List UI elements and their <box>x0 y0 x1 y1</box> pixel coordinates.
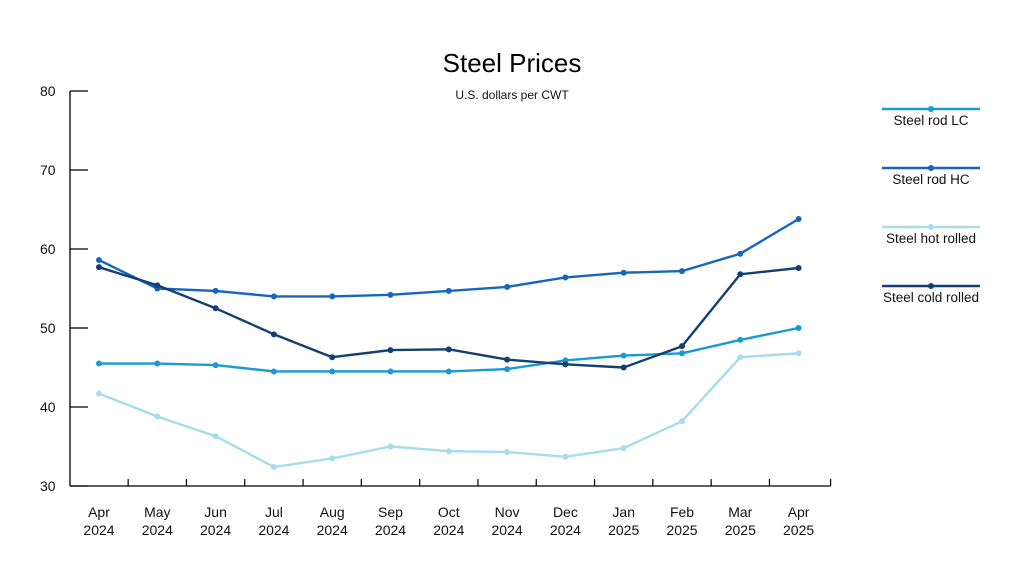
data-point <box>329 354 336 361</box>
data-point <box>96 257 102 264</box>
chart-title: Steel Prices <box>443 48 582 78</box>
data-point <box>679 350 685 357</box>
data-point <box>795 350 802 357</box>
legend-item: Steel rod HC <box>882 165 980 187</box>
data-point <box>504 356 511 363</box>
y-tick-label: 80 <box>40 83 56 99</box>
y-tick-label: 60 <box>40 241 56 257</box>
series-steel-rod-hc <box>96 215 802 300</box>
x-tick-label: Jul 2024 <box>258 504 289 538</box>
series-steel-cold-rolled <box>96 264 802 371</box>
x-tick-label: Mar 2025 <box>725 504 756 538</box>
legend-label: Steel hot rolled <box>886 231 976 246</box>
data-point <box>620 364 627 371</box>
legend: Steel rod LC Steel rod HC Steel hot rolled… <box>882 106 980 305</box>
data-point <box>445 448 452 455</box>
data-point <box>387 347 394 354</box>
legend-swatch-marker <box>928 224 934 230</box>
data-point <box>96 390 102 397</box>
data-point <box>795 264 802 271</box>
data-point <box>329 455 336 462</box>
data-point <box>96 264 102 271</box>
x-tick-label: Jan 2025 <box>608 504 639 538</box>
data-point <box>737 250 744 257</box>
data-point <box>154 413 161 420</box>
legend-item: Steel rod LC <box>882 106 980 128</box>
data-point <box>562 274 569 281</box>
x-tick-label: Apr 2024 <box>83 504 114 538</box>
data-point <box>270 464 277 471</box>
x-tick-label: Jun 2024 <box>200 504 231 538</box>
data-point <box>212 433 219 440</box>
y-tick-label: 30 <box>40 478 56 494</box>
x-tick-label: Dec 2024 <box>550 504 581 538</box>
data-point <box>387 291 394 298</box>
data-point <box>329 293 336 300</box>
data-point <box>504 449 511 456</box>
series-layer <box>96 215 802 471</box>
data-point <box>737 336 744 343</box>
data-point <box>620 445 627 452</box>
data-point <box>154 360 161 367</box>
data-point <box>679 418 685 425</box>
series-steel-rod-lc <box>96 325 802 375</box>
data-point <box>620 269 627 276</box>
legend-swatch-marker <box>928 106 934 112</box>
x-tick-label: May 2024 <box>142 504 173 538</box>
chart-subtitle: U.S. dollars per CWT <box>455 88 569 102</box>
data-point <box>270 293 277 300</box>
data-point <box>445 368 452 375</box>
y-tick-label: 40 <box>40 399 56 415</box>
legend-label: Steel rod LC <box>893 113 968 128</box>
series-steel-hot-rolled <box>96 350 802 471</box>
data-point <box>270 331 277 338</box>
x-tick-label: Oct 2024 <box>433 504 464 538</box>
data-point <box>562 361 569 368</box>
series-line <box>97 217 800 298</box>
legend-label: Steel rod HC <box>892 172 970 187</box>
series-line <box>97 266 800 369</box>
x-tick-label: Apr 2025 <box>783 504 814 538</box>
data-point <box>679 343 685 350</box>
data-point <box>270 368 277 375</box>
data-point <box>679 268 685 275</box>
data-point <box>212 362 219 369</box>
data-point <box>387 368 394 375</box>
data-point <box>212 287 219 294</box>
data-point <box>212 305 219 312</box>
legend-item: Steel hot rolled <box>882 224 980 246</box>
data-point <box>620 352 627 359</box>
data-point <box>387 443 394 450</box>
x-tick-label: Sep 2024 <box>375 504 406 538</box>
legend-item: Steel cold rolled <box>882 283 980 305</box>
data-point <box>504 366 511 373</box>
data-point <box>96 360 102 367</box>
legend-swatch-marker <box>928 283 934 289</box>
data-point <box>445 346 452 353</box>
x-tick-label: Feb 2025 <box>666 504 697 538</box>
legend-swatch-marker <box>928 165 934 171</box>
data-point <box>445 287 452 294</box>
y-tick-label: 50 <box>40 320 56 336</box>
y-tick-label: 70 <box>40 162 56 178</box>
data-point <box>504 283 511 290</box>
x-tick-label: Nov 2024 <box>492 504 523 538</box>
data-point <box>795 325 802 331</box>
x-tick-label: Aug 2024 <box>317 504 348 538</box>
data-point <box>737 271 744 278</box>
legend-label: Steel cold rolled <box>883 290 979 305</box>
axes: 30 40 50 60 70 80 Apr 2024 May 2024 Jun 2024 Jul 2024… <box>40 83 832 538</box>
data-point <box>329 368 336 375</box>
data-point <box>562 453 569 460</box>
data-point <box>154 282 161 289</box>
data-point <box>795 215 802 222</box>
data-point <box>737 354 744 361</box>
